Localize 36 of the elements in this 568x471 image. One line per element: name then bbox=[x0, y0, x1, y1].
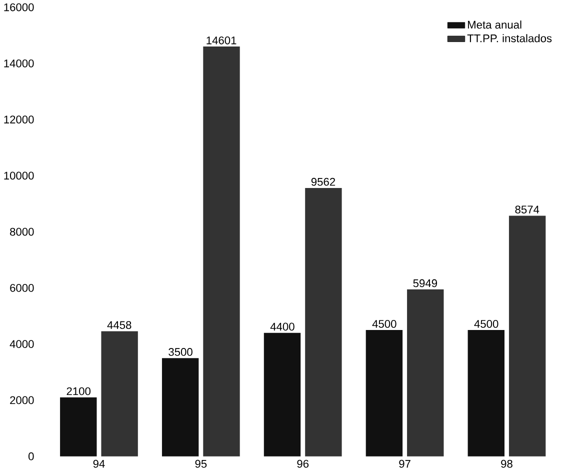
bar bbox=[407, 289, 444, 456]
bar bbox=[468, 330, 504, 456]
y-tick-label: 16000 bbox=[4, 3, 34, 12]
data-label: 5949 bbox=[413, 279, 437, 288]
y-tick-label: 6000 bbox=[10, 284, 34, 292]
y-tick-label: 14000 bbox=[4, 59, 34, 68]
y-tick-label: 0 bbox=[28, 452, 34, 460]
bar bbox=[60, 397, 97, 456]
data-label: 4400 bbox=[270, 322, 294, 331]
data-label: 4500 bbox=[474, 320, 498, 328]
bar bbox=[101, 331, 138, 456]
x-tick-label: 98 bbox=[501, 460, 512, 468]
bar bbox=[264, 332, 301, 456]
legend-label: TT.PP. instalados bbox=[467, 34, 552, 42]
y-tick-label: 10000 bbox=[4, 172, 34, 180]
x-tick-label: 97 bbox=[399, 460, 410, 468]
legend-label: Meta anual bbox=[468, 20, 522, 29]
y-tick-label: 2000 bbox=[10, 396, 34, 404]
data-label: 4500 bbox=[372, 320, 396, 328]
y-tick-label: 4000 bbox=[10, 340, 34, 348]
data-label: 14601 bbox=[206, 36, 236, 44]
data-label: 3500 bbox=[168, 348, 192, 356]
bar bbox=[203, 46, 240, 456]
bar bbox=[366, 330, 403, 456]
y-tick-label: 12000 bbox=[4, 116, 34, 124]
bar bbox=[162, 358, 199, 456]
x-tick-label: 94 bbox=[93, 460, 105, 468]
x-tick-label: 95 bbox=[195, 460, 207, 468]
x-tick-label: 96 bbox=[297, 460, 309, 468]
data-label: 2100 bbox=[66, 387, 90, 396]
data-label: 8574 bbox=[515, 206, 540, 214]
bar bbox=[508, 216, 546, 456]
y-tick-label: 8000 bbox=[10, 228, 34, 236]
data-label: 9562 bbox=[311, 178, 336, 186]
bar bbox=[305, 188, 342, 456]
data-label: 4458 bbox=[107, 321, 132, 329]
